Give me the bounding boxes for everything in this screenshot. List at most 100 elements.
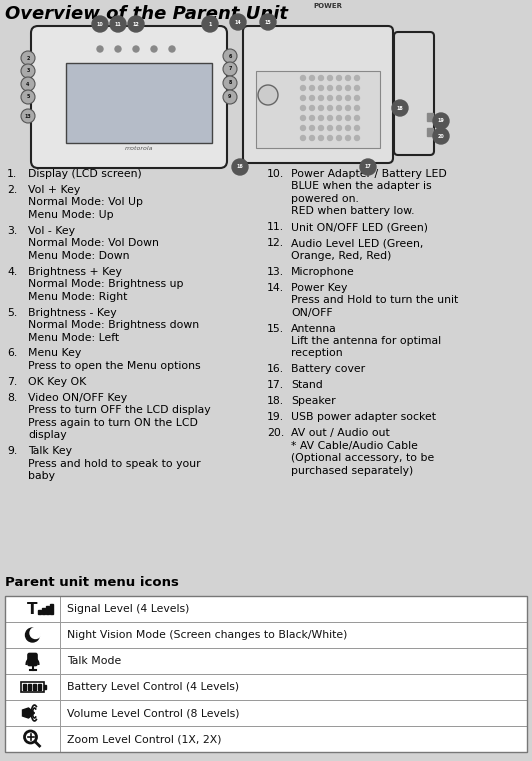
Circle shape	[354, 135, 360, 141]
Circle shape	[21, 90, 35, 104]
Text: 12.: 12.	[267, 238, 284, 248]
Circle shape	[319, 135, 323, 141]
Circle shape	[258, 85, 278, 105]
Text: POWER: POWER	[313, 3, 343, 9]
Circle shape	[115, 46, 121, 52]
Text: display: display	[28, 430, 66, 440]
Circle shape	[92, 16, 108, 32]
Circle shape	[345, 95, 351, 100]
Text: Speaker: Speaker	[291, 396, 336, 406]
Text: Menu Mode: Up: Menu Mode: Up	[28, 210, 114, 220]
Text: Overview of the Parent Unit: Overview of the Parent Unit	[5, 5, 288, 23]
Text: 11: 11	[114, 21, 121, 27]
Circle shape	[337, 106, 342, 110]
Text: Video ON/OFF Key: Video ON/OFF Key	[28, 393, 127, 403]
Circle shape	[319, 106, 323, 110]
Text: purchased separately): purchased separately)	[291, 466, 413, 476]
Circle shape	[260, 14, 276, 30]
Circle shape	[310, 135, 314, 141]
Text: 14.: 14.	[267, 282, 284, 293]
Circle shape	[21, 64, 35, 78]
Text: 3.: 3.	[7, 226, 17, 236]
Text: Audio Level LED (Green,: Audio Level LED (Green,	[291, 238, 423, 248]
Circle shape	[223, 49, 237, 63]
Circle shape	[328, 85, 332, 91]
Text: motorola: motorola	[124, 146, 153, 151]
Text: Vol + Key: Vol + Key	[28, 185, 80, 195]
Text: Night Vision Mode (Screen changes to Black/White): Night Vision Mode (Screen changes to Bla…	[67, 630, 347, 640]
Text: 13.: 13.	[267, 266, 284, 277]
Bar	[37, 610, 40, 614]
Text: RED when battery low.: RED when battery low.	[291, 206, 414, 216]
Text: 12: 12	[132, 21, 139, 27]
Bar	[22, 684, 26, 690]
Circle shape	[169, 46, 175, 52]
Text: Lift the antenna for optimal: Lift the antenna for optimal	[291, 336, 441, 346]
Text: Menu Mode: Left: Menu Mode: Left	[28, 333, 119, 342]
Circle shape	[301, 116, 305, 120]
Text: 8.: 8.	[7, 393, 17, 403]
Circle shape	[26, 628, 39, 642]
Text: Press to turn OFF the LCD display: Press to turn OFF the LCD display	[28, 406, 211, 416]
Text: Press again to turn ON the LCD: Press again to turn ON the LCD	[28, 418, 198, 428]
Bar	[256, 71, 380, 148]
Bar	[41, 608, 45, 614]
Circle shape	[354, 95, 360, 100]
Text: 8: 8	[228, 81, 232, 85]
Circle shape	[133, 46, 139, 52]
Text: Brightness + Key: Brightness + Key	[28, 266, 122, 277]
Text: 7: 7	[228, 66, 232, 72]
Circle shape	[310, 116, 314, 120]
Text: Unit ON/OFF LED (Green): Unit ON/OFF LED (Green)	[291, 222, 428, 232]
Circle shape	[310, 85, 314, 91]
Bar	[5, 596, 527, 622]
Text: Press to open the Menu options: Press to open the Menu options	[28, 361, 201, 371]
Text: Parent unit menu icons: Parent unit menu icons	[5, 576, 179, 589]
Circle shape	[301, 135, 305, 141]
Text: Press and hold to speak to your: Press and hold to speak to your	[28, 459, 201, 469]
FancyBboxPatch shape	[394, 32, 434, 155]
Circle shape	[21, 51, 35, 65]
Bar	[37, 684, 41, 690]
Circle shape	[354, 116, 360, 120]
FancyBboxPatch shape	[243, 26, 393, 163]
Bar	[44, 685, 46, 689]
Bar	[5, 674, 527, 700]
Text: Menu Mode: Down: Menu Mode: Down	[28, 251, 129, 261]
Circle shape	[319, 126, 323, 130]
Text: 9.: 9.	[7, 446, 17, 456]
Text: Orange, Red, Red): Orange, Red, Red)	[291, 251, 392, 261]
Circle shape	[301, 75, 305, 81]
Text: 13: 13	[24, 113, 31, 119]
Bar	[66, 63, 212, 143]
Text: Talk Key: Talk Key	[28, 446, 72, 456]
Text: 18.: 18.	[267, 396, 284, 406]
Circle shape	[301, 95, 305, 100]
Text: 4.: 4.	[7, 266, 17, 277]
Text: Power Adapter / Battery LED: Power Adapter / Battery LED	[291, 169, 447, 179]
Circle shape	[345, 75, 351, 81]
Circle shape	[328, 126, 332, 130]
Circle shape	[433, 113, 449, 129]
Text: * AV Cable/Audio Cable: * AV Cable/Audio Cable	[291, 441, 418, 451]
Circle shape	[337, 95, 342, 100]
Circle shape	[21, 77, 35, 91]
Circle shape	[433, 128, 449, 144]
Circle shape	[360, 159, 376, 175]
Text: Menu Key: Menu Key	[28, 349, 81, 358]
Text: 2.: 2.	[7, 185, 17, 195]
Text: 16: 16	[237, 164, 243, 170]
Circle shape	[310, 95, 314, 100]
Text: 1.: 1.	[7, 169, 17, 179]
Bar	[21, 682, 44, 692]
Text: AV out / Audio out: AV out / Audio out	[291, 428, 390, 438]
Circle shape	[223, 90, 237, 104]
Text: (Optional accessory, to be: (Optional accessory, to be	[291, 453, 434, 463]
Circle shape	[319, 75, 323, 81]
Circle shape	[354, 85, 360, 91]
Circle shape	[345, 85, 351, 91]
Circle shape	[232, 159, 248, 175]
Circle shape	[337, 126, 342, 130]
Circle shape	[319, 85, 323, 91]
Circle shape	[354, 106, 360, 110]
